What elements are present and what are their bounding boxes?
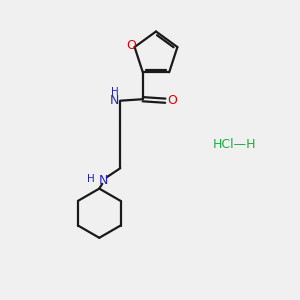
Text: N: N (110, 94, 120, 107)
Text: O: O (167, 94, 177, 107)
Text: H: H (87, 174, 95, 184)
Text: O: O (126, 39, 136, 52)
Text: N: N (99, 174, 109, 187)
Text: HCl—H: HCl—H (212, 137, 256, 151)
Text: H: H (111, 87, 119, 97)
